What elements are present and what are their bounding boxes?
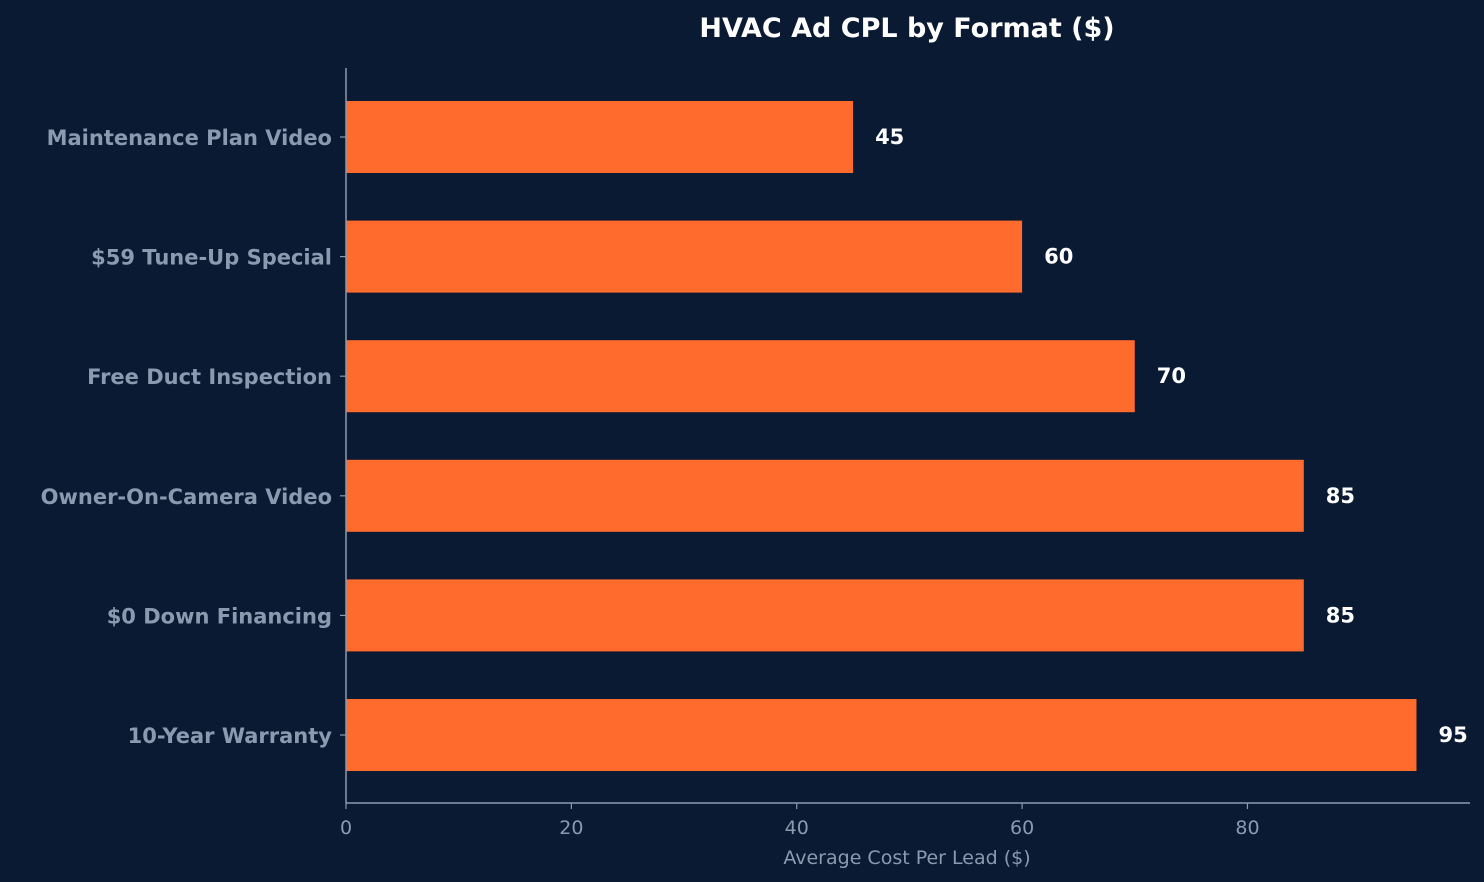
- bar: [346, 699, 1417, 771]
- category-label: Free Duct Inspection: [87, 365, 332, 389]
- x-tick-label: 80: [1235, 817, 1259, 839]
- category-label: 10-Year Warranty: [128, 724, 333, 748]
- x-tick-label: 0: [340, 817, 352, 839]
- bar-value-label: 70: [1157, 364, 1186, 388]
- bar-value-label: 60: [1044, 245, 1073, 269]
- chart-title: HVAC Ad CPL by Format ($): [699, 13, 1114, 44]
- x-axis-label: Average Cost Per Lead ($): [783, 847, 1030, 869]
- bar: [346, 220, 1023, 293]
- category-label: Maintenance Plan Video: [47, 126, 332, 150]
- category-label: Owner-On-Camera Video: [41, 485, 332, 509]
- bar-value-label: 85: [1326, 603, 1355, 627]
- bars-layer: 45 60 70 85 85 95: [346, 101, 1468, 771]
- x-tick-label: 60: [1010, 817, 1034, 839]
- category-label: $0 Down Financing: [107, 604, 332, 628]
- bar: [346, 340, 1135, 413]
- bar: [346, 579, 1304, 652]
- axes-layer: Maintenance Plan Video $59 Tune-Up Specia…: [41, 68, 1470, 839]
- category-label: $59 Tune-Up Special: [91, 246, 332, 270]
- x-tick-label: 40: [785, 817, 809, 839]
- bar: [346, 101, 854, 173]
- bar-value-label: 95: [1438, 723, 1467, 747]
- x-tick-label: 20: [559, 817, 583, 839]
- bar-value-label: 45: [875, 125, 904, 149]
- bar: [346, 459, 1304, 532]
- bar-value-label: 85: [1326, 484, 1355, 508]
